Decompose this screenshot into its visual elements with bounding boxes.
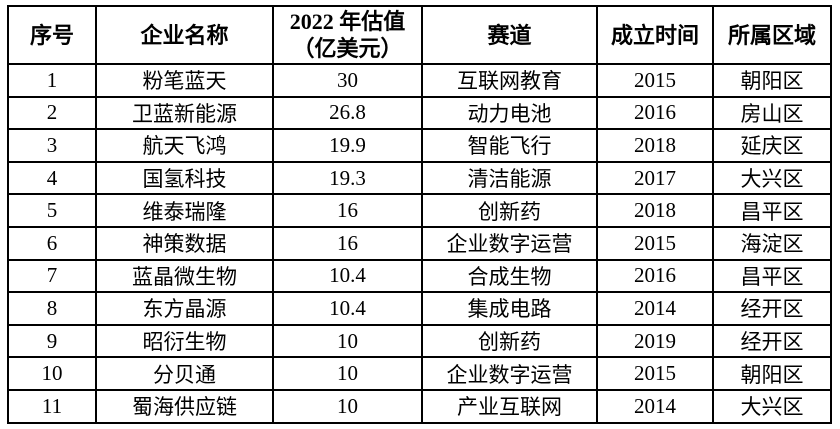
header-row: 序号 企业名称 2022 年估值 （亿美元） 赛道 成立时间 所属区域 <box>7 5 832 65</box>
table-cell: 1 <box>7 63 97 98</box>
table-cell: 2014 <box>596 388 714 424</box>
table-cell: 国氢科技 <box>95 160 274 196</box>
table-cell: 经开区 <box>712 323 832 359</box>
column-header-valuation-line1: 2022 年估值 <box>289 9 406 34</box>
table-cell: 企业数字运营 <box>421 225 598 261</box>
table-cell: 产业互联网 <box>421 388 598 424</box>
table-cell: 11 <box>7 388 97 424</box>
table-cell: 延庆区 <box>712 128 832 163</box>
table-cell: 2 <box>7 95 97 131</box>
table-cell: 16 <box>272 193 423 228</box>
table-cell: 合成生物 <box>421 258 598 294</box>
column-header-valuation: 2022 年估值 （亿美元） <box>272 5 423 65</box>
table-cell: 3 <box>7 128 97 163</box>
table-cell: 智能飞行 <box>421 128 598 163</box>
column-header-founded: 成立时间 <box>596 5 714 65</box>
table-cell: 昭衍生物 <box>95 323 274 359</box>
table-row: 9 昭衍生物 10 创新药 2019 经开区 <box>7 323 832 359</box>
table-cell: 8 <box>7 291 97 326</box>
table-cell: 2015 <box>596 225 714 261</box>
table-cell: 企业数字运营 <box>421 356 598 391</box>
table-cell: 2019 <box>596 323 714 359</box>
table-cell: 2016 <box>596 95 714 131</box>
table-cell: 5 <box>7 193 97 228</box>
column-header-track: 赛道 <box>421 5 598 65</box>
table-cell: 2014 <box>596 291 714 326</box>
table-cell: 10.4 <box>272 291 423 326</box>
table-cell: 动力电池 <box>421 95 598 131</box>
table-row: 1 粉笔蓝天 30 互联网教育 2015 朝阳区 <box>7 63 832 98</box>
table-cell: 创新药 <box>421 193 598 228</box>
table-cell: 19.9 <box>272 128 423 163</box>
column-header-district: 所属区域 <box>712 5 832 65</box>
table-cell: 2018 <box>596 193 714 228</box>
table-cell: 卫蓝新能源 <box>95 95 274 131</box>
table-cell: 昌平区 <box>712 193 832 228</box>
table-cell: 经开区 <box>712 291 832 326</box>
table-row: 11 蜀海供应链 10 产业互联网 2014 大兴区 <box>7 388 832 424</box>
table-cell: 2018 <box>596 128 714 163</box>
table-cell: 昌平区 <box>712 258 832 294</box>
column-header-company: 企业名称 <box>95 5 274 65</box>
table-cell: 4 <box>7 160 97 196</box>
table-cell: 蓝晶微生物 <box>95 258 274 294</box>
table-row: 4 国氢科技 19.3 清洁能源 2017 大兴区 <box>7 160 832 196</box>
table-cell: 创新药 <box>421 323 598 359</box>
table-cell: 16 <box>272 225 423 261</box>
table-cell: 房山区 <box>712 95 832 131</box>
table-cell: 维泰瑞隆 <box>95 193 274 228</box>
table-cell: 26.8 <box>272 95 423 131</box>
table-cell: 6 <box>7 225 97 261</box>
table-row: 5 维泰瑞隆 16 创新药 2018 昌平区 <box>7 193 832 228</box>
table-cell: 集成电路 <box>421 291 598 326</box>
table-cell: 10 <box>7 356 97 391</box>
table-cell: 2016 <box>596 258 714 294</box>
table-cell: 7 <box>7 258 97 294</box>
table-cell: 2015 <box>596 63 714 98</box>
table-cell: 大兴区 <box>712 160 832 196</box>
column-header-index: 序号 <box>7 5 97 65</box>
table-cell: 19.3 <box>272 160 423 196</box>
table-cell: 航天飞鸿 <box>95 128 274 163</box>
companies-table: 序号 企业名称 2022 年估值 （亿美元） 赛道 成立时间 所属区域 1 粉笔蓝… <box>7 5 832 424</box>
table-row: 6 神策数据 16 企业数字运营 2015 海淀区 <box>7 225 832 261</box>
table-cell: 朝阳区 <box>712 356 832 391</box>
table-cell: 互联网教育 <box>421 63 598 98</box>
table-cell: 2017 <box>596 160 714 196</box>
table-cell: 10 <box>272 388 423 424</box>
table-cell: 10 <box>272 356 423 391</box>
table-cell: 神策数据 <box>95 225 274 261</box>
table-cell: 东方晶源 <box>95 291 274 326</box>
table-cell: 分贝通 <box>95 356 274 391</box>
table-cell: 10 <box>272 323 423 359</box>
table-cell: 朝阳区 <box>712 63 832 98</box>
table-row: 8 东方晶源 10.4 集成电路 2014 经开区 <box>7 291 832 326</box>
table-row: 2 卫蓝新能源 26.8 动力电池 2016 房山区 <box>7 95 832 131</box>
table-cell: 30 <box>272 63 423 98</box>
table-row: 3 航天飞鸿 19.9 智能飞行 2018 延庆区 <box>7 128 832 163</box>
table-cell: 清洁能源 <box>421 160 598 196</box>
table-cell: 蜀海供应链 <box>95 388 274 424</box>
table-cell: 粉笔蓝天 <box>95 63 274 98</box>
table-row: 10 分贝通 10 企业数字运营 2015 朝阳区 <box>7 356 832 391</box>
table-cell: 2015 <box>596 356 714 391</box>
table-cell: 10.4 <box>272 258 423 294</box>
table-cell: 大兴区 <box>712 388 832 424</box>
column-header-valuation-line2: （亿美元） <box>292 36 403 61</box>
table-row: 7 蓝晶微生物 10.4 合成生物 2016 昌平区 <box>7 258 832 294</box>
table-body: 1 粉笔蓝天 30 互联网教育 2015 朝阳区 2 卫蓝新能源 26.8 动力电池 2016 房山区… <box>7 63 832 424</box>
table-cell: 海淀区 <box>712 225 832 261</box>
table-cell: 9 <box>7 323 97 359</box>
